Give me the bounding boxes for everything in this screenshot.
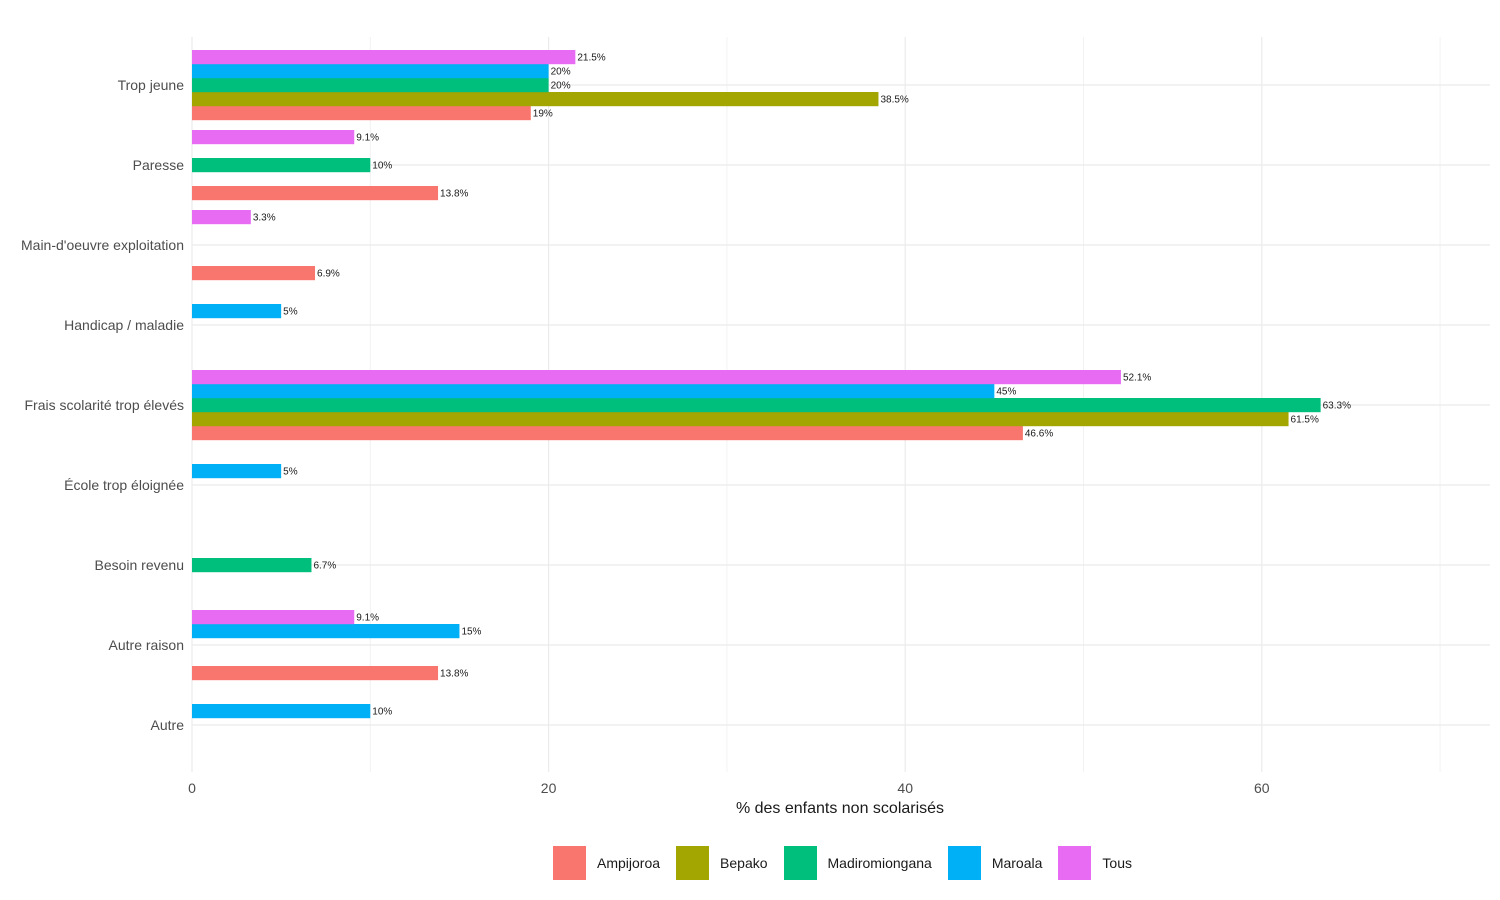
value-label: 9.1% — [356, 133, 379, 144]
x-tick-label: 40 — [897, 780, 913, 796]
value-label: 20% — [551, 67, 571, 78]
legend-swatch — [676, 846, 710, 880]
bar-madiromiongana — [192, 78, 549, 93]
legend-label: Bepako — [720, 855, 768, 871]
bar-tous — [192, 50, 576, 65]
legend-swatch — [947, 846, 981, 880]
bar-madiromiongana — [192, 158, 371, 173]
x-axis-title: % des enfants non scolarisés — [736, 800, 944, 817]
bar-maroala — [192, 64, 549, 79]
category-label: Autre — [151, 717, 185, 733]
bar-maroala — [192, 304, 282, 319]
legend-item: Ampijoroa — [553, 846, 666, 880]
bar-tous — [192, 210, 251, 225]
legend-item: Tous — [1058, 846, 1138, 880]
category-label: Paresse — [133, 157, 185, 173]
bar-bepako — [192, 412, 1289, 427]
bar-tous — [192, 370, 1121, 385]
legend-label: Maroala — [991, 855, 1043, 871]
value-label: 61.5% — [1291, 415, 1319, 426]
legend-label: Tous — [1102, 855, 1132, 871]
bar-maroala — [192, 704, 371, 719]
category-label: Besoin revenu — [94, 557, 184, 573]
legend-swatch — [1058, 846, 1092, 880]
legend-label: Madiromiongana — [827, 855, 932, 871]
category-labels: Trop jeune Paresse Main-d'oeuvre exploitat… — [21, 77, 184, 733]
bar-madiromiongana — [192, 558, 312, 573]
value-label: 19% — [533, 109, 553, 120]
bar-maroala — [192, 384, 995, 399]
legend-item: Bepako — [676, 846, 773, 880]
category-label: Handicap / maladie — [64, 317, 184, 333]
value-label: 46.6% — [1025, 429, 1053, 440]
category-label: École trop éloignée — [64, 477, 184, 493]
bar-bepako — [192, 92, 879, 107]
value-label: 38.5% — [880, 95, 908, 106]
value-label: 6.9% — [317, 269, 340, 280]
value-label: 10% — [372, 707, 392, 718]
value-label: 5% — [283, 307, 298, 318]
value-label: 10% — [372, 161, 392, 172]
value-label: 20% — [551, 81, 571, 92]
value-label: 21.5% — [577, 53, 605, 64]
x-tick-labels: 0 20 40 60 — [188, 780, 1270, 796]
category-label: Autre raison — [109, 637, 184, 653]
bar-ampijoroa — [192, 266, 316, 281]
legend: Ampijoroa Bepako Madiromiongana Maroala Tous — [553, 846, 1148, 880]
bar-madiromiongana — [192, 398, 1321, 413]
bar-ampijoroa — [192, 666, 439, 681]
x-tick-label: 60 — [1254, 780, 1270, 796]
category-label: Frais scolarité trop élevés — [24, 397, 184, 413]
value-labels: 19% 13.8% 6.9% 46.6% 13.8% 38.5% 61.5% 20% 10% 63… — [253, 53, 1351, 718]
bar-ampijoroa — [192, 106, 531, 121]
value-label: 13.8% — [440, 669, 468, 680]
legend-swatch — [553, 846, 586, 880]
bars — [192, 50, 1321, 719]
category-label: Main-d'oeuvre exploitation — [21, 237, 184, 253]
category-label: Trop jeune — [118, 77, 185, 93]
value-label: 15% — [461, 627, 481, 638]
value-label: 3.3% — [253, 213, 276, 224]
value-label: 9.1% — [356, 613, 379, 624]
legend-swatch — [783, 846, 817, 880]
value-label: 45% — [996, 387, 1016, 398]
x-tick-label: 20 — [541, 780, 557, 796]
bar-ampijoroa — [192, 426, 1023, 441]
legend-label: Ampijoroa — [597, 855, 661, 871]
value-label: 5% — [283, 467, 298, 478]
value-label: 52.1% — [1123, 373, 1151, 384]
bar-tous — [192, 610, 355, 625]
x-tick-label: 0 — [188, 780, 196, 796]
value-label: 13.8% — [440, 189, 468, 200]
legend-item: Maroala — [947, 846, 1049, 880]
bar-tous — [192, 130, 355, 145]
bar-ampijoroa — [192, 186, 439, 201]
bar-maroala — [192, 464, 282, 479]
legend-item: Madiromiongana — [783, 846, 938, 880]
bar-maroala — [192, 624, 460, 639]
value-label: 63.3% — [1323, 401, 1351, 412]
value-label: 6.7% — [313, 561, 336, 572]
